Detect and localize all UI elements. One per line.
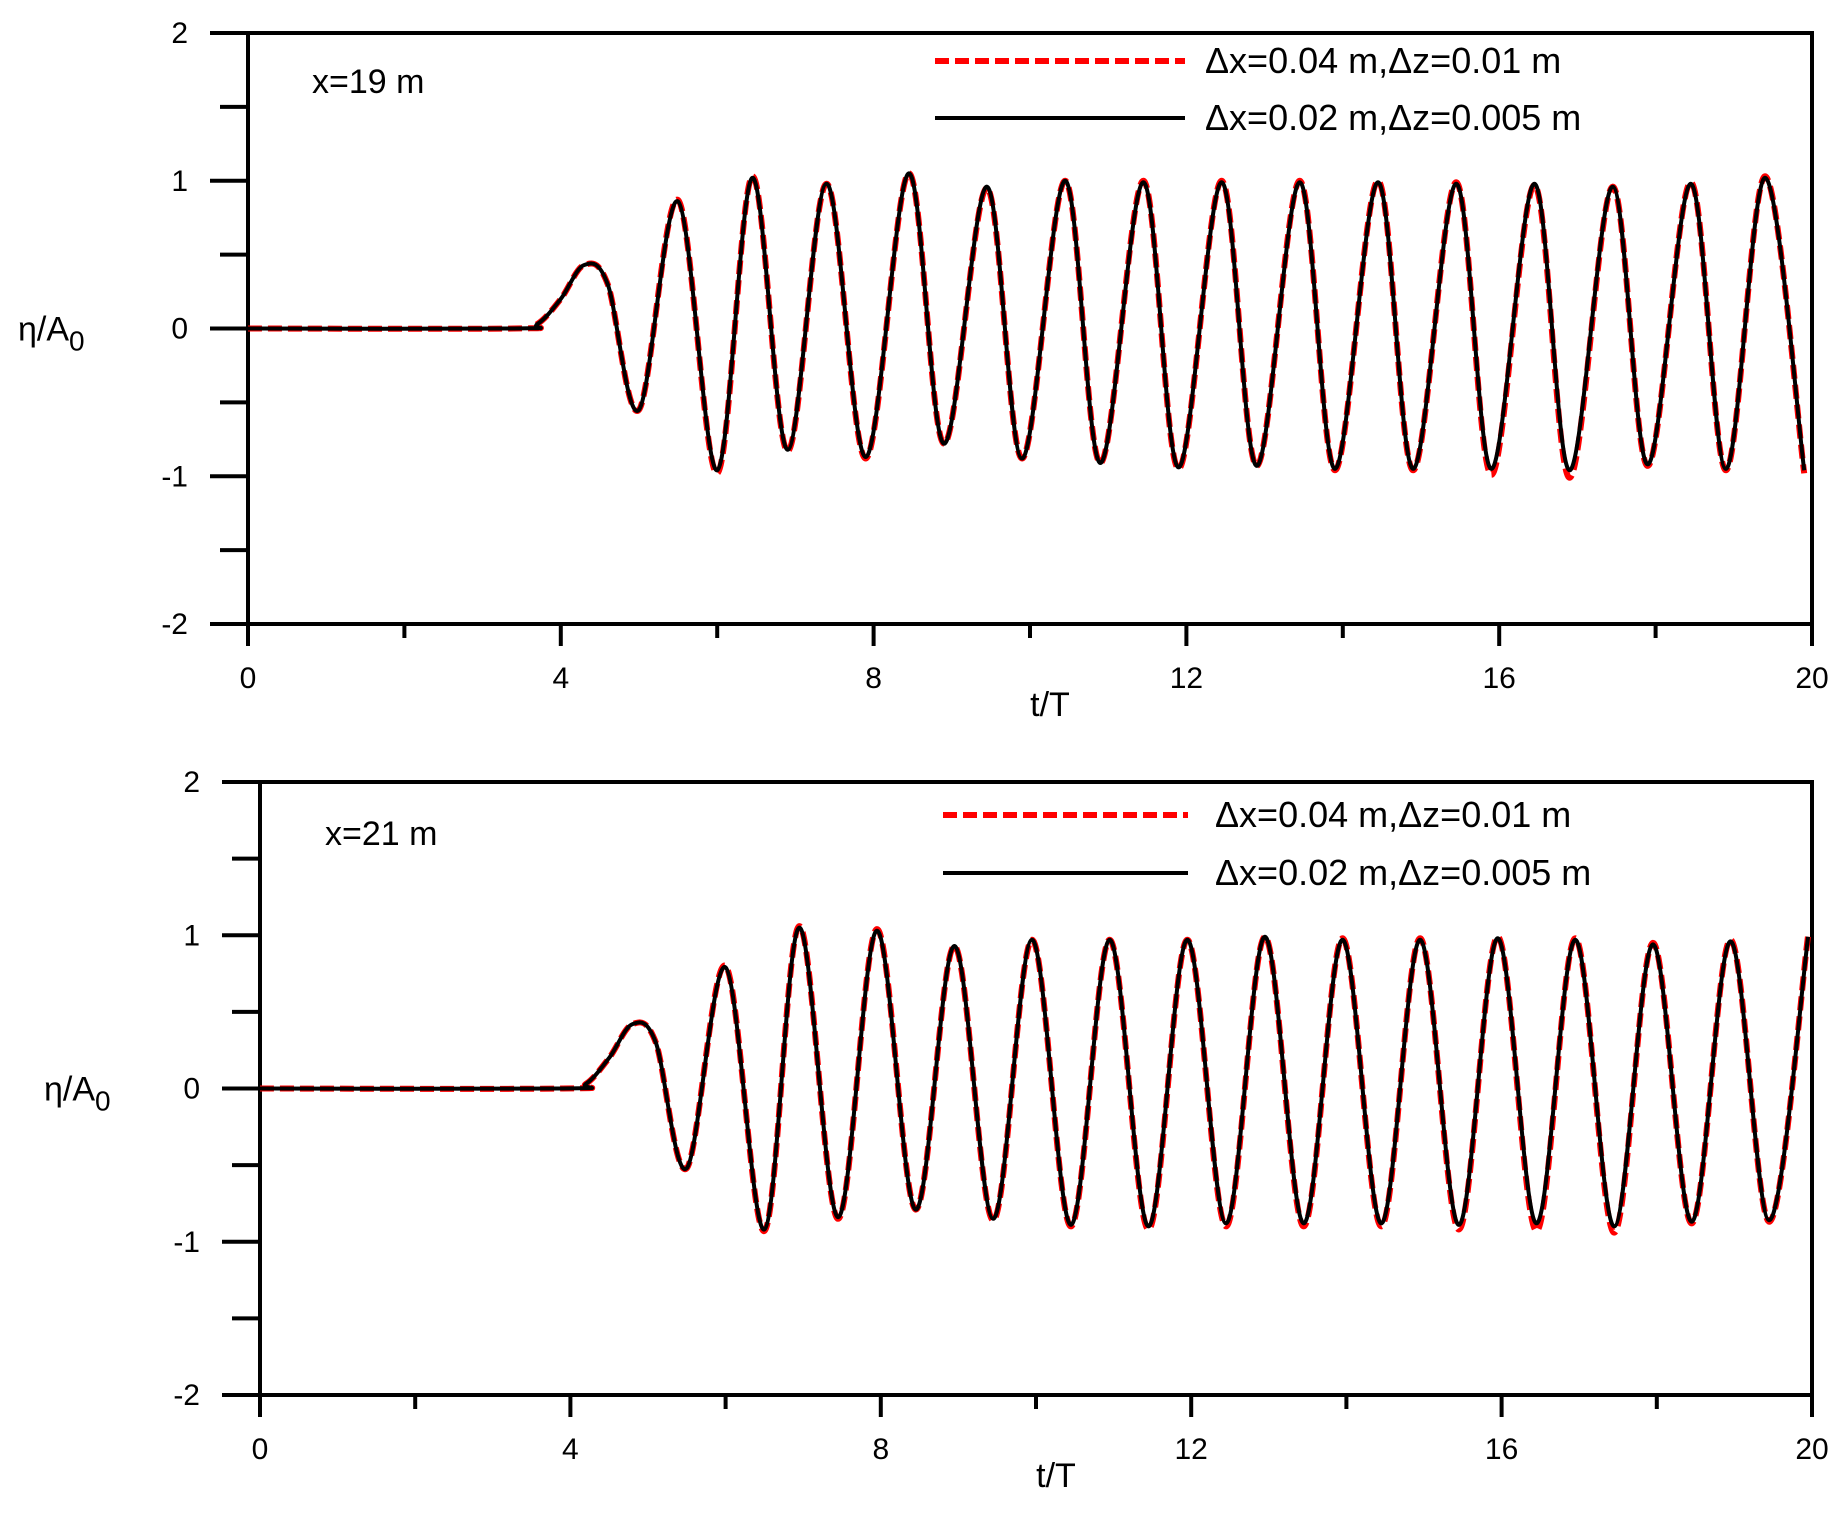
y-tick-label: 1 (183, 919, 200, 952)
position-annotation: x=19 m (312, 63, 424, 101)
y-tick-label: 1 (171, 165, 188, 198)
position-annotation: x=21 m (325, 815, 437, 853)
y-tick-label: -1 (173, 1226, 200, 1259)
y-tick-label: 0 (171, 313, 188, 346)
legend-label: Δx=0.04 m,Δz=0.01 m (1215, 794, 1571, 835)
y-axis-label-base: η/A (44, 1071, 95, 1109)
x-tick-label: 8 (865, 662, 882, 695)
y-tick-label: -2 (161, 608, 188, 641)
y-tick-label: 0 (183, 1073, 200, 1106)
x-tick-label: 20 (1795, 662, 1828, 695)
legend-label: Δx=0.02 m,Δz=0.005 m (1205, 97, 1581, 138)
y-axis-label: η/A0 (44, 1071, 111, 1117)
x-axis-label: t/T (1030, 686, 1070, 724)
y-tick-label: -1 (161, 460, 188, 493)
y-axis-label-subscript: 0 (95, 1086, 111, 1117)
series-line-coarse-grid (247, 170, 1808, 481)
y-tick-label: -2 (173, 1379, 200, 1412)
series-line-fine-grid (247, 171, 1807, 473)
x-tick-label: 8 (872, 1433, 889, 1466)
x-tick-label: 4 (552, 662, 569, 695)
x-tick-label: 20 (1795, 1433, 1828, 1466)
y-axis-label-base: η/A (18, 311, 69, 349)
x-tick-label: 0 (252, 1433, 269, 1466)
series-line-coarse-grid (259, 923, 1812, 1236)
y-tick-label: 2 (171, 17, 188, 50)
x-tick-label: 12 (1170, 662, 1203, 695)
x-tick-label: 16 (1485, 1433, 1518, 1466)
x-tick-label: 0 (240, 662, 257, 695)
y-tick-label: 2 (183, 766, 200, 799)
x-axis-label: t/T (1036, 1457, 1076, 1495)
x-tick-label: 16 (1483, 662, 1516, 695)
series-line-fine-grid (259, 925, 1811, 1232)
x-tick-label: 4 (562, 1433, 579, 1466)
legend-label: Δx=0.02 m,Δz=0.005 m (1215, 852, 1591, 893)
x-tick-label: 12 (1175, 1433, 1208, 1466)
legend-label: Δx=0.04 m,Δz=0.01 m (1205, 40, 1561, 81)
y-axis-label-subscript: 0 (69, 326, 85, 357)
y-axis-label: η/A0 (18, 311, 85, 357)
